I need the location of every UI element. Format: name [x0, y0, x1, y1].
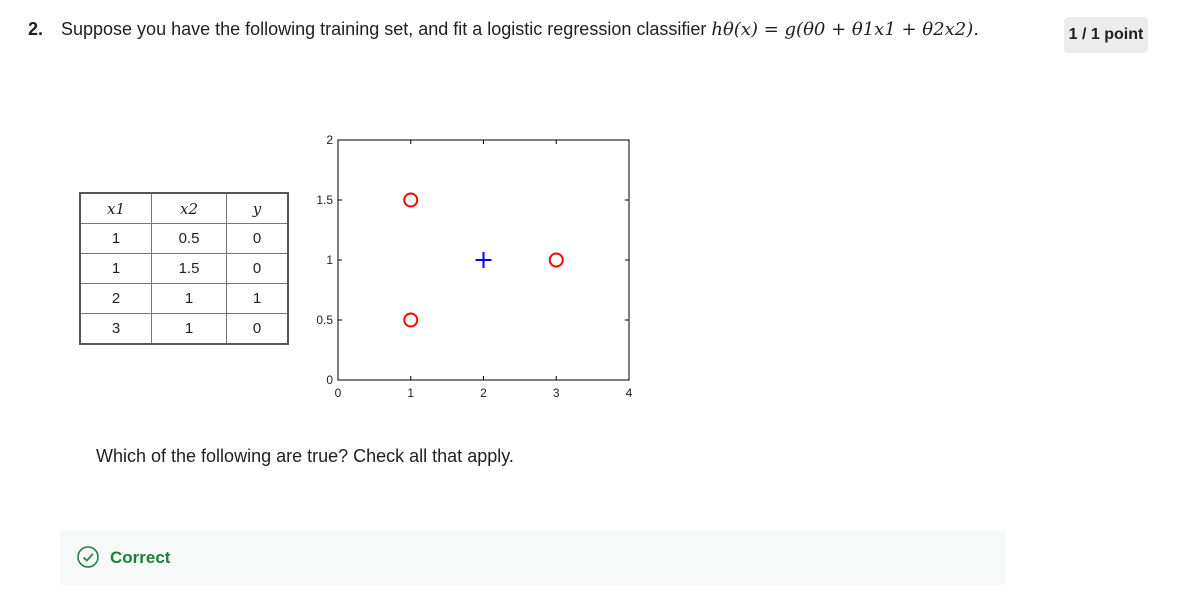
y-tick-label: 1	[326, 253, 333, 267]
x-tick-label: 1	[407, 386, 414, 400]
x-tick-label: 4	[626, 386, 633, 400]
x-tick-label: 0	[335, 386, 342, 400]
table-row: 1 1.5 0	[79, 253, 289, 284]
points-badge: 1 / 1 point	[1064, 17, 1148, 53]
table-row: 1 0.5 0	[79, 223, 289, 254]
y-tick-label: 2	[326, 133, 333, 147]
check-circle-icon	[77, 546, 99, 568]
table-cell: 1	[79, 253, 152, 284]
question-formula: hθ(x) = g(θ0 + θ1x1 + θ2x2).	[711, 19, 979, 40]
table-cell: 1.5	[151, 253, 227, 284]
table-header-row: x1 x2 y	[79, 192, 289, 224]
x-tick-label: 2	[480, 386, 487, 400]
question-stem: Suppose you have the following training …	[61, 19, 707, 39]
header-x1: x1	[79, 192, 152, 224]
y-tick-label: 0	[326, 373, 333, 387]
table-cell: 0	[226, 313, 289, 345]
table-cell: 2	[79, 283, 152, 314]
data-point-positive	[475, 252, 492, 268]
table-cell: 3	[79, 313, 152, 345]
data-point-negative	[548, 252, 564, 268]
table-row: 3 1 0	[79, 313, 289, 345]
question-number: 2.	[28, 19, 44, 39]
table-cell: 1	[79, 223, 152, 254]
table-cell: 0	[226, 223, 289, 254]
table-cell: 1	[151, 283, 227, 314]
feedback-banner: Correct	[60, 530, 1005, 585]
question-text: Suppose you have the following training …	[61, 19, 979, 40]
header-y: y	[226, 192, 289, 224]
y-tick-label: 1.5	[316, 193, 333, 207]
y-tick-label: 0.5	[316, 313, 333, 327]
table-cell: 0.5	[151, 223, 227, 254]
question-prompt: Which of the following are true? Check a…	[96, 446, 514, 466]
data-point-negative	[403, 312, 419, 328]
training-set-table: x1 x2 y 1 0.5 0 1 1.5 0 2 1 1 3 1 0	[79, 192, 289, 345]
table-cell: 1	[151, 313, 227, 345]
data-point-negative	[403, 192, 419, 208]
scatter-plot: 0 1 2 3 4 0 0.5 1 1.5 2	[316, 133, 633, 400]
header-x2: x2	[151, 192, 227, 224]
table-row: 2 1 1	[79, 283, 289, 314]
table-cell: 1	[226, 283, 289, 314]
x-tick-label: 3	[553, 386, 560, 400]
table-cell: 0	[226, 253, 289, 284]
feedback-label: Correct	[110, 548, 171, 567]
